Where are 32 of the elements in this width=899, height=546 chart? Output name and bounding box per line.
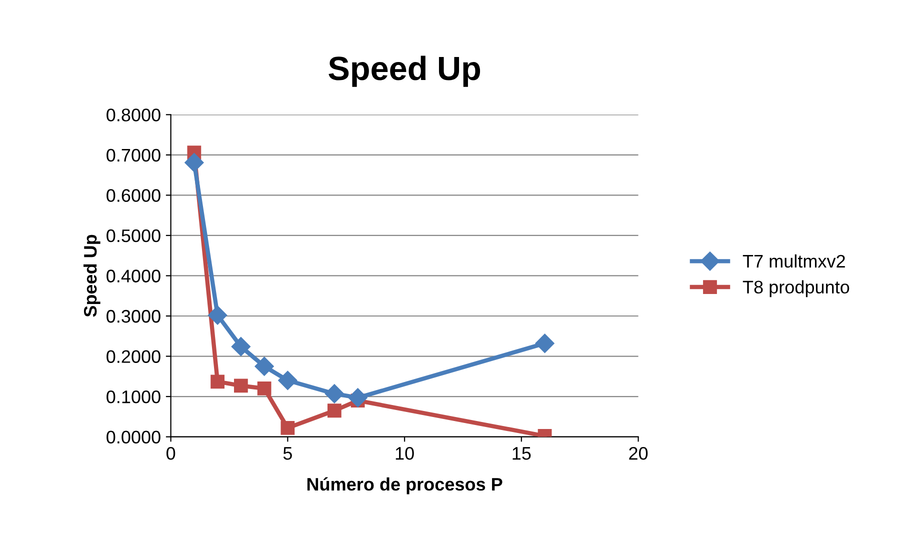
y-tick-label: 0.6000 — [106, 189, 160, 202]
x-tick-label: 15 — [512, 447, 531, 460]
point — [278, 370, 298, 390]
point — [280, 420, 295, 435]
y-axis-title: Speed Up — [83, 234, 100, 317]
point — [348, 388, 368, 408]
y-tick-label: 0.2000 — [106, 350, 160, 363]
point — [327, 404, 342, 418]
y-tick-label: 0.8000 — [106, 108, 160, 122]
point — [234, 378, 248, 393]
y-tick-label: 0.3000 — [106, 310, 160, 323]
point — [254, 356, 274, 376]
x-axis-title: Número de procesos P — [307, 477, 502, 494]
x-tick-label: 5 — [283, 447, 292, 460]
point — [535, 334, 554, 353]
point — [184, 153, 204, 172]
x-tick-label: 10 — [396, 447, 414, 460]
y-tick-label: 0.1000 — [106, 390, 160, 404]
legend-label: T7 multmxv2 — [742, 254, 845, 268]
x-tick-label: 0 — [166, 447, 176, 460]
point — [231, 337, 250, 356]
chart-title: Speed Up — [328, 56, 480, 87]
point — [210, 374, 225, 389]
y-tick-label: 0.0000 — [106, 430, 160, 444]
point — [324, 384, 344, 404]
legend-label: T8 prodpunto — [742, 280, 850, 298]
y-tick-label: 0.4000 — [106, 270, 160, 282]
point — [257, 382, 272, 396]
point — [208, 306, 228, 325]
y-tick-label: 0.7000 — [106, 148, 160, 162]
y-tick-label: 0.5000 — [106, 229, 160, 242]
x-tick-label: 20 — [629, 447, 648, 460]
